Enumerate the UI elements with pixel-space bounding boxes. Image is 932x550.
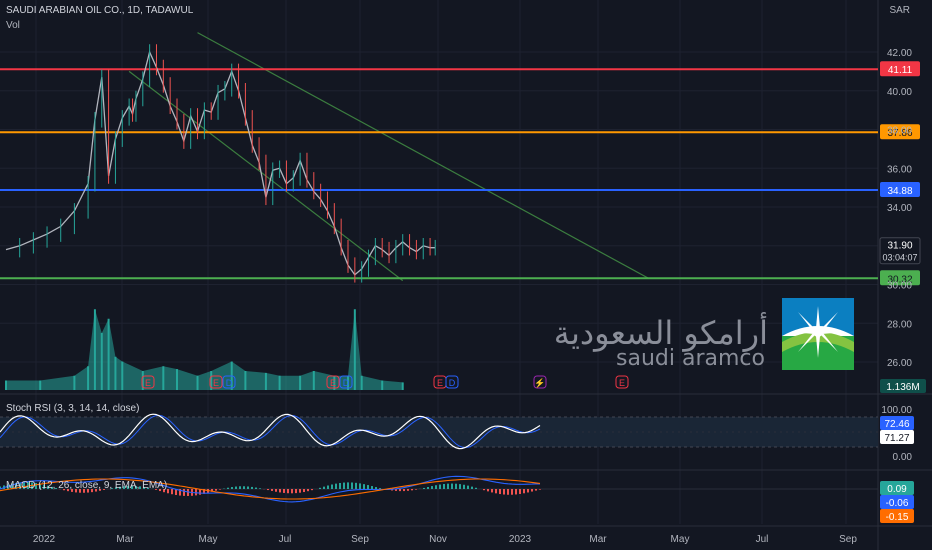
time-tick-label: Mar — [116, 534, 134, 545]
level-price-label: 37.86 — [887, 128, 912, 139]
event-markers: E E D E D E D ⚡ E — [141, 375, 629, 389]
time-tick-label: May — [199, 534, 218, 545]
event-marker-label: D — [449, 378, 456, 388]
macd-value-tag — [880, 509, 914, 523]
stoch-rsi-label[interactable]: Stoch RSI (3, 3, 14, 14, close) — [6, 403, 140, 414]
event-marker-box — [615, 375, 629, 389]
level-price-tag — [880, 181, 920, 197]
time-tick-label: Jul — [756, 534, 769, 545]
event-marker-box — [209, 375, 223, 389]
price-series — [5, 44, 436, 283]
macd-value-label: -0.06 — [886, 498, 909, 509]
last-price-value: 31.90 — [887, 241, 912, 252]
stoch-rsi-pane — [0, 413, 541, 450]
time-tick-label: Nov — [429, 534, 447, 545]
symbol-title[interactable]: SAUDI ARABIAN OIL CO., 1D, TADAWUL — [6, 5, 194, 16]
event-marker-box — [339, 375, 353, 389]
price-tick-label: 34.00 — [887, 203, 912, 214]
event-marker-box — [445, 375, 459, 389]
time-tick-label: May — [671, 534, 690, 545]
level-price-label: 34.88 — [887, 186, 912, 197]
time-tick-label: 2023 — [509, 534, 532, 545]
event-marker-box — [326, 375, 340, 389]
volume-value-tag — [880, 379, 926, 393]
last-price-tag — [879, 237, 921, 265]
price-tick-label: 38.00 — [887, 126, 912, 137]
event-marker-box — [533, 375, 547, 389]
time-tick-label: 2022 — [33, 534, 56, 545]
event-marker-label: D — [343, 378, 350, 388]
level-price-label: 41.11 — [888, 65, 913, 76]
level-price-tag — [880, 124, 920, 140]
macd-label[interactable]: MACD (12, 26, close, 9, EMA, EMA) — [6, 480, 168, 491]
event-marker-label: E — [619, 378, 625, 388]
stoch-tick-label: 100.00 — [881, 405, 912, 416]
price-tick-label: 42.00 — [887, 48, 912, 59]
price-tick-label: 40.00 — [887, 87, 912, 98]
price-axis[interactable]: 41.1137.8634.8830.3226.0028.0030.0032.00… — [879, 48, 926, 525]
stoch-tick-label: 0.00 — [893, 452, 913, 463]
event-marker-label: D — [226, 378, 233, 388]
event-marker-label: ⚡ — [534, 377, 545, 389]
stoch-d-line — [0, 413, 541, 450]
price-tick-label: 26.00 — [887, 358, 912, 369]
time-tick-label: Sep — [351, 534, 369, 545]
aramco-star-icon — [782, 298, 854, 370]
price-tick-label: 36.00 — [887, 164, 912, 175]
event-marker-box — [222, 375, 236, 389]
logo-english-text: saudi aramco — [616, 346, 765, 371]
stoch-k-tag — [880, 416, 914, 430]
stoch-d-value: 71.27 — [884, 433, 909, 444]
event-marker-label: E — [213, 378, 219, 388]
macd-value-tag — [880, 481, 914, 495]
volume-area — [6, 309, 403, 390]
logo-arabic-text: أرامكو السعودية — [553, 314, 768, 352]
stoch-k-line — [0, 414, 541, 449]
time-tick-label: Mar — [589, 534, 607, 545]
event-marker-label: E — [145, 378, 151, 388]
event-marker-box — [141, 375, 155, 389]
currency-label: SAR — [889, 5, 910, 16]
macd-line — [0, 475, 540, 503]
price-tick-label: 28.00 — [887, 319, 912, 330]
macd-value-label: 0.09 — [887, 484, 907, 495]
event-marker-label: E — [330, 378, 336, 388]
volume-label: Vol — [6, 20, 20, 31]
horizontal-levels — [0, 68, 878, 280]
macd-signal-line — [0, 478, 541, 500]
macd-value-tag — [880, 495, 914, 509]
time-axis[interactable]: 2022 Mar May Jul Sep Nov 2023 Mar May Jul Sep — [33, 534, 857, 545]
volume-value-label: 1.136M — [886, 382, 919, 393]
stoch-k-value: 72.46 — [884, 419, 909, 430]
level-price-tag — [880, 270, 920, 286]
channel-upper-line — [197, 32, 649, 279]
level-price-tag — [880, 61, 920, 77]
time-tick-label: Sep — [839, 534, 857, 545]
event-marker-label: E — [437, 378, 443, 388]
stoch-d-tag — [880, 430, 914, 444]
price-tick-label: 30.00 — [887, 281, 912, 292]
macd-value-label: -0.15 — [886, 512, 909, 523]
last-price-countdown: 03:04:07 — [882, 253, 917, 263]
level-price-label: 30.32 — [887, 274, 912, 285]
time-tick-label: Jul — [279, 534, 292, 545]
macd-pane — [0, 475, 541, 503]
